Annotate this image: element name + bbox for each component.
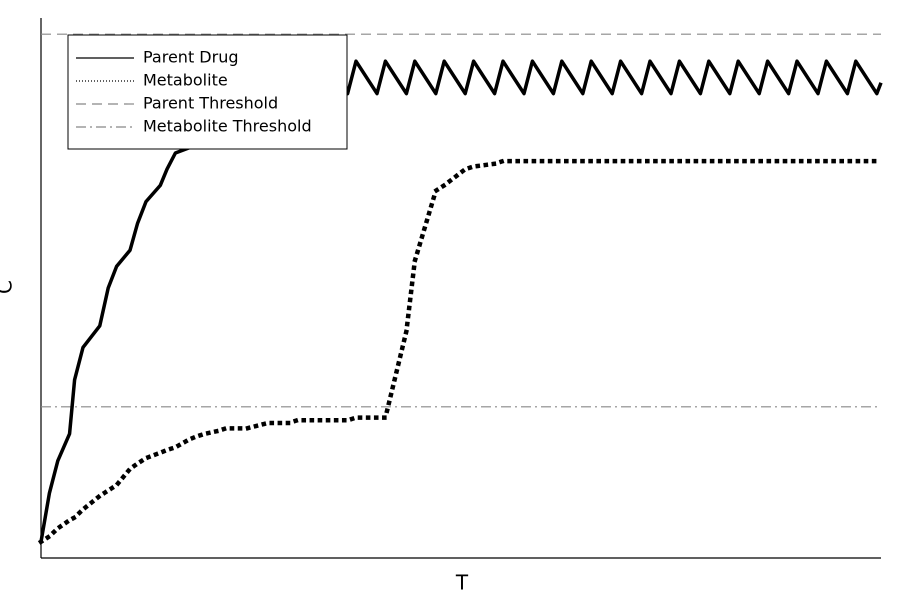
series-line [37,158,884,545]
legend-label: Metabolite Threshold [143,117,312,136]
legend-label: Metabolite [143,71,228,90]
x-axis-label: T [455,571,469,595]
y-axis-label: C [0,280,17,294]
legend-label: Parent Drug [143,48,239,67]
series-line [39,59,883,543]
legend-label: Parent Threshold [143,94,278,113]
legend-box [67,34,348,150]
